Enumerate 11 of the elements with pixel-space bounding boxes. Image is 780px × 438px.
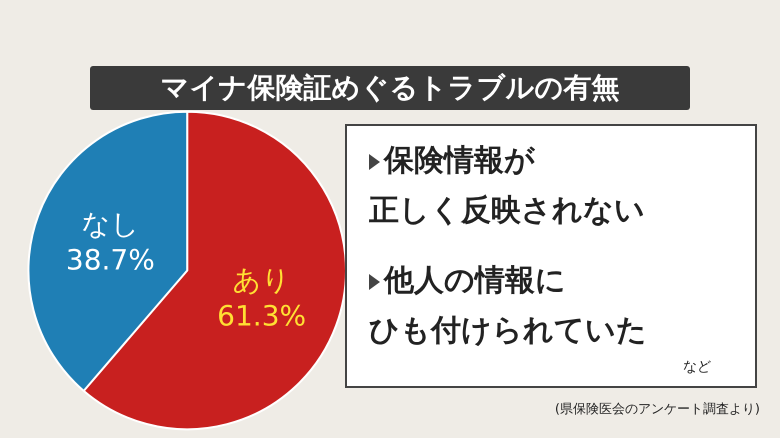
data-label: 38.7% <box>66 244 155 277</box>
text: 他人の情報に <box>384 263 566 298</box>
text: 正しく反映されない <box>369 193 645 228</box>
text: 保険情報が <box>384 143 535 178</box>
slice-label: なし <box>81 207 140 240</box>
slice-label: あり <box>232 263 291 296</box>
text: (県保険医会のアンケート調査より) <box>554 401 760 418</box>
data-label: 61.3% <box>217 300 306 333</box>
chart-title: マイナ保険証めぐるトラブルの有無 <box>90 66 690 110</box>
text: など <box>683 358 711 376</box>
text: ひも付けられていた <box>369 313 647 348</box>
